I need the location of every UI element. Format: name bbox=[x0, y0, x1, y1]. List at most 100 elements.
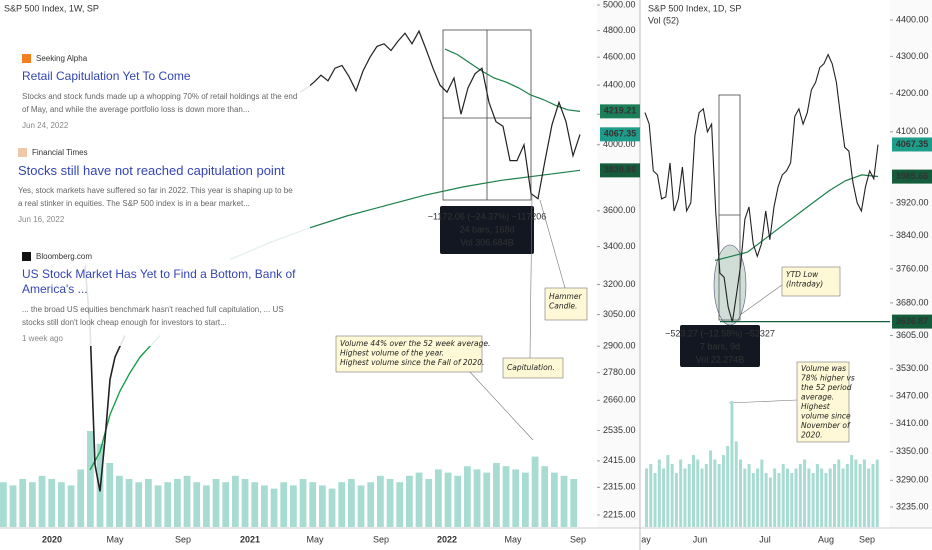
price-tag-label: 4067.35 bbox=[896, 139, 929, 149]
volume-bar bbox=[87, 431, 94, 527]
volume-bar bbox=[135, 482, 143, 527]
annotation-text: 78% higher vs bbox=[801, 374, 855, 383]
news-title[interactable]: Retail Capitulation Yet To Come bbox=[22, 69, 191, 83]
price-tag-label: 3636.87 bbox=[896, 316, 929, 326]
y-tick-label: 2660.00 bbox=[603, 395, 636, 405]
left-title: S&P 500 Index, 1W, SP bbox=[4, 3, 99, 13]
volume-bar bbox=[764, 473, 768, 527]
volume-bar bbox=[164, 482, 172, 527]
callout bbox=[796, 361, 850, 443]
y-tick-label: 2215.00 bbox=[603, 509, 636, 519]
volume-bar bbox=[396, 482, 404, 527]
volume-bar bbox=[649, 464, 653, 527]
measure-text: 7 bars, 9d bbox=[700, 341, 740, 351]
x-tick-label: 2022 bbox=[437, 534, 457, 544]
y-tick-label: 4200.00 bbox=[896, 88, 929, 98]
volume-bar bbox=[367, 482, 375, 527]
callout bbox=[781, 266, 841, 297]
y-tick-label: 3470.00 bbox=[896, 390, 929, 400]
volume-bar bbox=[807, 468, 811, 527]
y-tick-label: 4400.00 bbox=[896, 14, 929, 24]
volume-bar bbox=[377, 475, 384, 527]
x-tick-label: 2021 bbox=[240, 534, 260, 544]
x-tick-label: May bbox=[306, 534, 324, 544]
callout-pointer bbox=[539, 199, 566, 289]
news-source: Seeking Alpha bbox=[36, 54, 88, 63]
volume-bar bbox=[790, 473, 794, 527]
volume-bar bbox=[415, 472, 423, 527]
right-price-axis bbox=[890, 0, 932, 528]
y-tick-label: 3600.00 bbox=[603, 205, 636, 215]
y-tick-label: 4000.00 bbox=[603, 139, 636, 149]
annotation-text: (Intraday) bbox=[786, 280, 823, 289]
y-tick-label: 3290.00 bbox=[896, 475, 929, 485]
volume-bar bbox=[29, 482, 36, 527]
volume-bar bbox=[841, 468, 845, 527]
callout bbox=[544, 287, 588, 321]
news-item[interactable]: Bloomberg.com US Stock Market Has Yet to… bbox=[22, 252, 302, 343]
volume-bar bbox=[833, 464, 836, 527]
volume-bar bbox=[768, 477, 772, 527]
volume-bar bbox=[241, 479, 249, 527]
x-tick-label: Sep bbox=[859, 534, 875, 544]
volume-bar bbox=[867, 468, 871, 527]
price-tag-label: 4219.21 bbox=[604, 106, 637, 116]
volume-bar bbox=[502, 466, 510, 527]
price-tag bbox=[600, 104, 640, 119]
annotation-text: average. bbox=[801, 393, 834, 402]
volume-bar bbox=[670, 464, 674, 527]
volume-bar bbox=[406, 475, 413, 527]
volume-bar bbox=[154, 485, 162, 527]
y-tick-label: 3235.00 bbox=[896, 501, 929, 511]
volume-bar bbox=[871, 464, 875, 527]
volume-bar bbox=[662, 468, 666, 527]
measure-range bbox=[718, 94, 741, 321]
measure-box bbox=[680, 325, 760, 367]
measure-text: −1172.06 (−24.37%) −117206 bbox=[428, 211, 547, 221]
volume-bar bbox=[444, 472, 452, 527]
y-tick-label: 3530.00 bbox=[896, 363, 929, 373]
annotation-text: November of bbox=[801, 421, 851, 430]
annotation-text: the 52 period bbox=[801, 383, 852, 392]
y-tick-label: 3200.00 bbox=[603, 279, 636, 289]
volume-bar bbox=[666, 455, 670, 527]
volume-bar bbox=[116, 475, 123, 527]
volume-bar bbox=[824, 473, 828, 527]
volume-bar bbox=[270, 488, 278, 527]
y-tick-label: 3050.00 bbox=[603, 309, 636, 319]
volume-bar bbox=[435, 469, 442, 527]
y-tick-label: 5000.00 bbox=[603, 0, 636, 9]
volume-bar bbox=[531, 456, 539, 527]
y-tick-label: 3840.00 bbox=[896, 230, 929, 240]
volume-bar bbox=[815, 464, 819, 527]
callout bbox=[335, 335, 483, 373]
volume-bar bbox=[251, 482, 259, 527]
x-tick-label: 2020 bbox=[42, 534, 62, 544]
y-tick-label: 2315.00 bbox=[603, 482, 636, 492]
volume-label: Vol (52) bbox=[648, 15, 679, 25]
news-title[interactable]: US Stock Market Has Yet to Find a Bottom… bbox=[22, 267, 296, 296]
news-item[interactable]: Financial Times Stocks still have not re… bbox=[18, 148, 298, 224]
volume-bar bbox=[77, 469, 85, 527]
volume-bar bbox=[280, 482, 288, 527]
news-title[interactable]: Stocks still have not reached capitulati… bbox=[18, 163, 285, 178]
x-tick-label: May bbox=[504, 534, 522, 544]
volume-bar bbox=[348, 479, 355, 527]
volume-bar bbox=[721, 455, 725, 527]
volume-bar bbox=[803, 459, 807, 527]
annotation-text: Candle. bbox=[549, 302, 577, 311]
volume-bar bbox=[319, 485, 326, 527]
y-tick-label: 4400.00 bbox=[603, 79, 636, 89]
volume-bar bbox=[106, 463, 114, 527]
price-tag bbox=[600, 163, 640, 178]
volume-bar bbox=[522, 472, 529, 527]
news-date: Jun 24, 2022 bbox=[22, 121, 69, 130]
measure-text: −523.27 (−12.58%) −52327 bbox=[665, 328, 775, 338]
price-tag-label: 4067.35 bbox=[604, 129, 637, 139]
y-tick-label: 2415.00 bbox=[603, 455, 636, 465]
volume-bar bbox=[58, 482, 65, 527]
news-item[interactable]: Seeking Alpha Retail Capitulation Yet To… bbox=[22, 54, 302, 130]
news-snippet: Yes, stock markets have suffered so far … bbox=[18, 186, 293, 208]
y-tick-label: 3400.00 bbox=[603, 241, 636, 251]
